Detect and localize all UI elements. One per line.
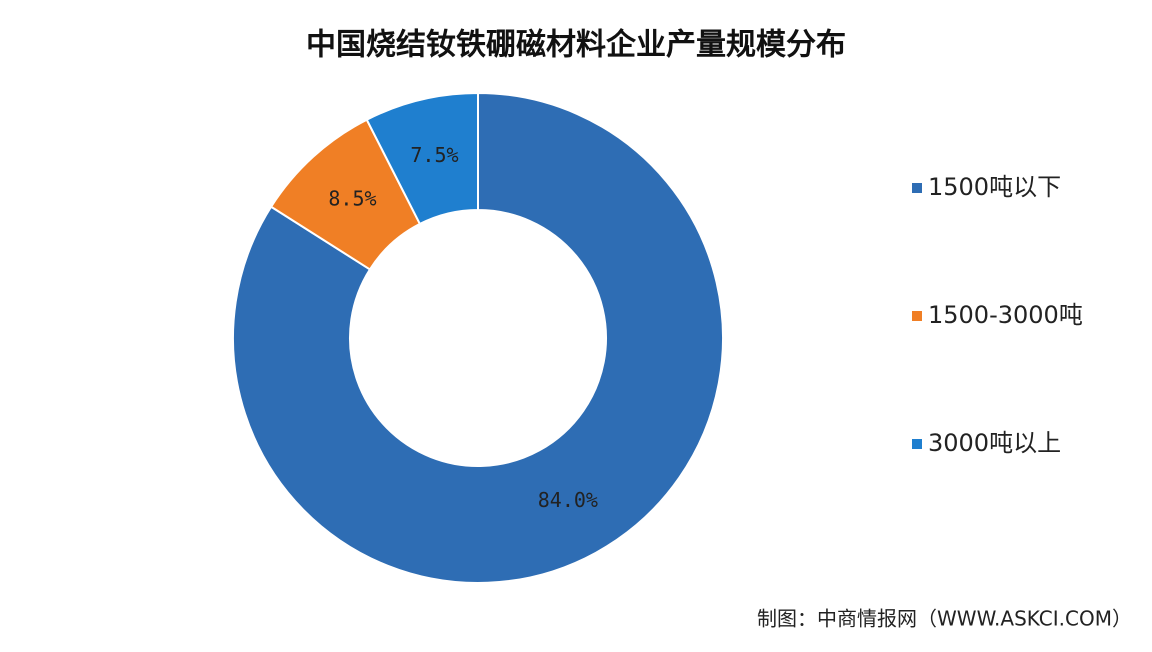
donut-slice [365,91,479,226]
legend-swatch [912,183,922,193]
donut-slice [232,91,724,584]
value-label: 7.5% [410,143,458,167]
legend-swatch [912,311,922,321]
source-note: 制图：中商情报网（WWW.ASKCI.COM） [757,607,1132,631]
legend-label: 1500吨以下 [928,173,1061,201]
legend-label: 1500-3000吨 [928,301,1083,329]
value-label: 8.5% [328,187,376,211]
legend-label: 3000吨以上 [928,429,1061,457]
legend-swatch [912,439,922,449]
chart-title: 中国烧结钕铁硼磁材料企业产量规模分布 [306,28,846,63]
value-label: 84.0% [538,488,598,512]
